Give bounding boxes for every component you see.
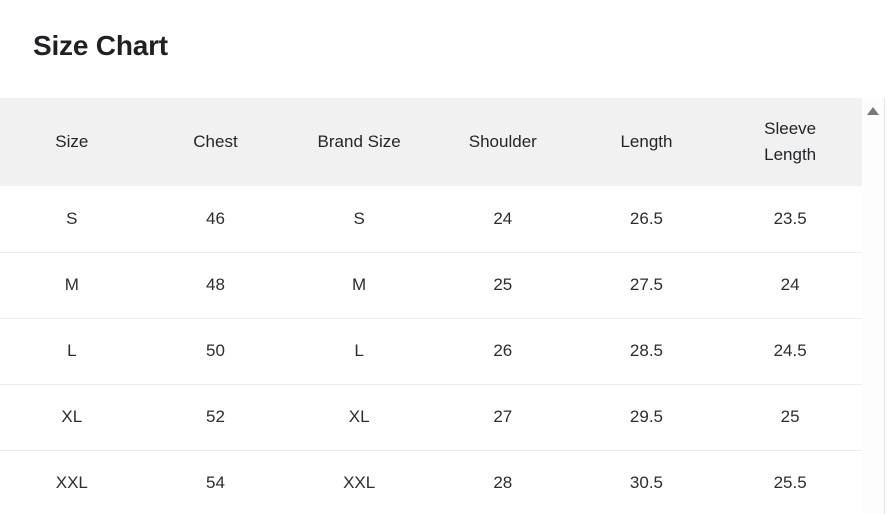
column-header-sleeve-length: Sleeve Length [718,98,862,186]
cell-brand-size: S [287,186,431,253]
scroll-up-button[interactable] [862,98,884,124]
panel-right-border [884,98,885,514]
cell-brand-size: L [287,318,431,385]
cell-shoulder: 25 [430,252,575,319]
column-header-brand-size: Brand Size [287,98,431,186]
cell-sleeve-length: 23.5 [718,186,862,253]
column-header-sleeve-length-label: Sleeve Length [764,119,817,164]
cell-length: 30.5 [574,450,719,514]
cell-sleeve-length: 25.5 [718,450,862,514]
column-header-chest: Chest [144,98,288,186]
column-header-length-label: Length [620,132,673,151]
size-chart-table: Size Chest Brand Size Shoulder Length Sl… [0,98,862,514]
column-header-chest-label: Chest [193,132,238,151]
cell-size: M [0,252,144,319]
table-header: Size Chest Brand Size Shoulder Length Sl… [0,98,862,186]
cell-brand-size: XL [287,384,431,451]
column-header-brand-size-label: Brand Size [317,132,401,151]
scrollbar-track[interactable] [862,98,884,514]
cell-shoulder: 24 [430,186,575,253]
table-body: S 46 S 24 26.5 23.5 M 48 M 25 27.5 24 L … [0,186,862,514]
table-row: S 46 S 24 26.5 23.5 [0,186,862,253]
cell-chest: 48 [143,252,288,319]
column-header-size: Size [0,98,144,186]
column-header-length: Length [575,98,719,186]
table-row: L 50 L 26 28.5 24.5 [0,318,862,385]
column-header-shoulder-label: Shoulder [468,132,537,151]
cell-length: 28.5 [574,318,719,385]
cell-shoulder: 26 [430,318,575,385]
cell-length: 29.5 [574,384,719,451]
cell-size: XL [0,384,144,451]
cell-sleeve-length: 24 [718,252,862,319]
cell-length: 27.5 [574,252,719,319]
cell-brand-size: XXL [287,450,431,514]
table-row: M 48 M 25 27.5 24 [0,252,862,319]
cell-brand-size: M [287,252,431,319]
cell-shoulder: 27 [430,384,575,451]
cell-length: 26.5 [574,186,719,253]
cell-sleeve-length: 25 [718,384,862,451]
cell-size: S [0,186,144,253]
cell-chest: 54 [143,450,288,514]
cell-chest: 50 [143,318,288,385]
table-row: XL 52 XL 27 29.5 25 [0,384,862,451]
cell-size: L [0,318,144,385]
size-chart-table-viewport: Size Chest Brand Size Shoulder Length Sl… [0,98,862,514]
table-header-row: Size Chest Brand Size Shoulder Length Sl… [0,98,862,186]
cell-sleeve-length: 24.5 [718,318,862,385]
cell-size: XXL [0,450,144,514]
column-header-size-label: Size [55,132,89,151]
cell-chest: 52 [143,384,288,451]
table-row: XXL 54 XXL 28 30.5 25.5 [0,450,862,514]
cell-chest: 46 [143,186,288,253]
triangle-up-icon [867,107,879,115]
page-title: Size Chart [33,30,168,61]
vertical-scrollbar[interactable] [862,98,884,514]
cell-shoulder: 28 [430,450,575,514]
column-header-shoulder: Shoulder [431,98,575,186]
